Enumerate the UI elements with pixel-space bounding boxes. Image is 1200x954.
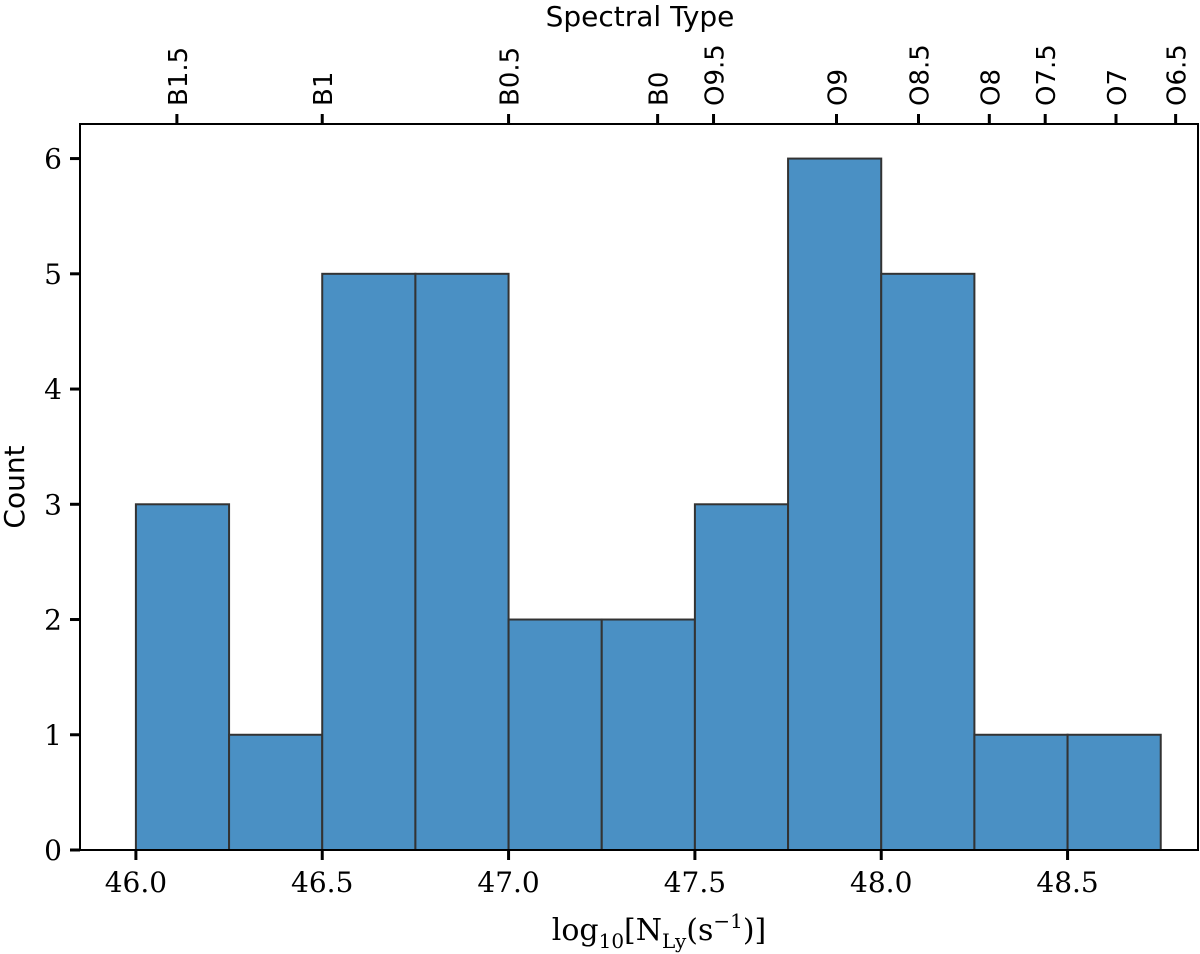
y-tick-label: 6 <box>44 143 62 176</box>
histogram-bar <box>414 272 510 851</box>
x-tick-label: 46.5 <box>291 866 353 899</box>
x-tick-label: 47.5 <box>664 866 726 899</box>
top-tick-label: O8 <box>976 69 1006 106</box>
top-tick-label: O8.5 <box>906 44 936 106</box>
top-tick-label: O9.5 <box>701 44 731 106</box>
histogram-bar <box>507 618 603 851</box>
x-tick-label: 46.0 <box>105 866 167 899</box>
top-tick-label: B1 <box>309 72 339 106</box>
histogram-bar <box>321 272 417 851</box>
histogram-bar <box>880 272 976 851</box>
x-tick-label: 48.0 <box>850 866 912 899</box>
top-tick-label: O9 <box>824 69 854 106</box>
y-axis-label: Count <box>0 445 31 528</box>
x-tick-label: 48.5 <box>1036 866 1098 899</box>
plot-frame <box>79 123 1199 851</box>
histogram-bar <box>600 618 696 851</box>
top-axis-ticks: B1.5 B1 B0.5 B0 O9.5 O9 O8.5 O8 O7.5 O7 O6.5 <box>164 44 1193 124</box>
y-tick-label: 4 <box>44 373 62 406</box>
top-axis-label: Spectral Type <box>546 0 735 33</box>
top-tick-label: O7 <box>1103 69 1133 106</box>
histogram-bar <box>134 503 231 851</box>
y-tick-label: 5 <box>44 258 62 291</box>
y-tick-label: 3 <box>44 488 62 521</box>
histogram-bar <box>787 157 883 852</box>
y-tick-label: 0 <box>44 834 62 867</box>
x-axis-ticks: 46.0 46.5 47.0 47.5 48.0 48.5 <box>105 850 1099 899</box>
y-axis-ticks: 0 1 2 3 4 5 6 <box>44 143 80 867</box>
histogram-bar <box>973 733 1069 851</box>
histogram-bar <box>693 503 790 851</box>
top-tick-label: O6.5 <box>1163 44 1193 106</box>
histogram-bars <box>134 157 1162 852</box>
y-tick-label: 1 <box>44 719 62 752</box>
x-tick-label: 47.0 <box>477 866 539 899</box>
histogram-bar <box>228 733 324 851</box>
y-tick-label: 2 <box>44 604 62 637</box>
histogram-bar <box>1066 733 1162 851</box>
top-tick-label: O7.5 <box>1032 44 1062 106</box>
top-tick-label: B0.5 <box>496 47 526 106</box>
x-axis-label: log10[NLy(s−1)] <box>552 909 767 953</box>
top-tick-label: B1.5 <box>164 47 194 106</box>
top-tick-label: B0 <box>645 72 675 106</box>
